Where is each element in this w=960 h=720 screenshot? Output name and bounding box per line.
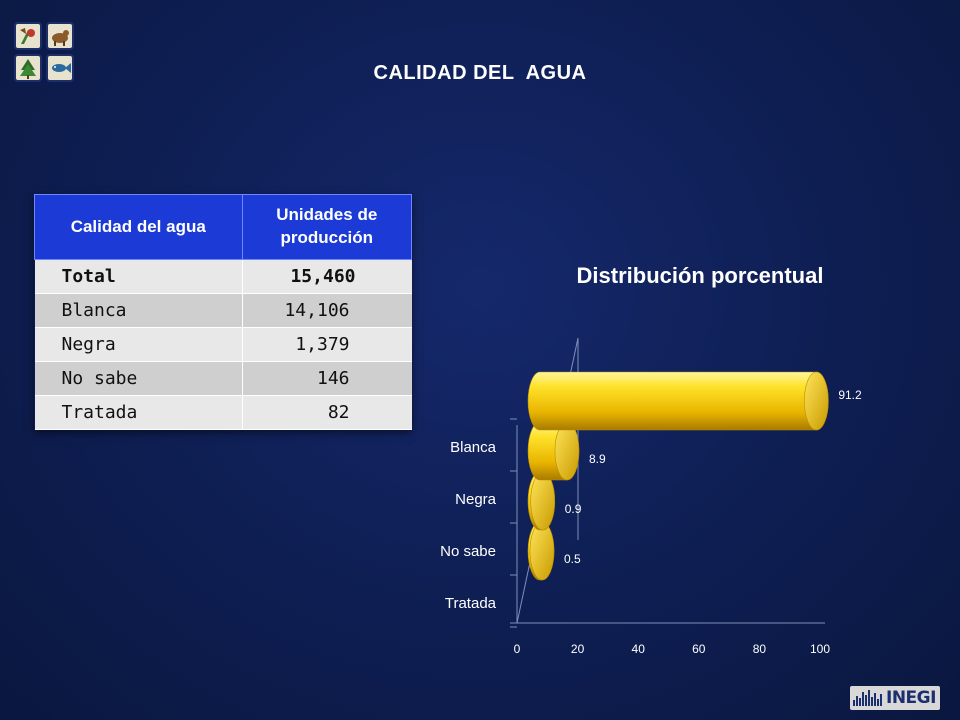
row-label: Negra <box>34 327 243 362</box>
row-value: 15,460 <box>242 259 412 294</box>
category-label: Tratada <box>445 595 497 612</box>
bar-end-cap <box>530 471 556 531</box>
row-label: Tratada <box>34 395 243 430</box>
table-row: No sabe 146 <box>34 361 412 396</box>
table-header-row: Calidad del agua Unidades de producción <box>34 194 412 260</box>
data-label: 0.9 <box>565 502 582 516</box>
data-label: 8.9 <box>589 452 606 466</box>
bar-end-cap <box>529 521 555 581</box>
inegi-bars-icon <box>853 690 883 706</box>
water-quality-table: Calidad del agua Unidades de producción … <box>34 194 412 430</box>
table-header-quality: Calidad del agua <box>34 194 243 260</box>
row-value: 146 <box>242 361 412 396</box>
row-label: No sabe <box>34 361 243 396</box>
inegi-logo-text: INEGI <box>886 688 936 708</box>
bar-end-cap <box>804 371 829 431</box>
category-label: No sabe <box>440 543 496 560</box>
row-label: Total <box>34 259 243 294</box>
bar-tratada <box>527 521 555 581</box>
chart-title: Distribución porcentual <box>576 263 824 288</box>
x-tick-label: 40 <box>632 642 646 656</box>
row-value: 82 <box>242 395 412 430</box>
row-label: Blanca <box>34 293 243 328</box>
logo-icon <box>14 22 78 86</box>
x-tick-label: 20 <box>571 642 585 656</box>
category-label: Blanca <box>450 439 497 456</box>
logo-tile-livestock-icon <box>46 22 74 50</box>
bar-negra <box>527 421 580 481</box>
data-label: 0.5 <box>564 552 581 566</box>
data-label: 91.2 <box>838 388 862 402</box>
table-row: Total 15,460 <box>34 259 412 294</box>
x-tick-label: 60 <box>692 642 706 656</box>
row-value: 1,379 <box>242 327 412 362</box>
category-label: Negra <box>455 491 497 508</box>
x-tick-label: 80 <box>753 642 767 656</box>
table-header-units: Unidades de producción <box>241 194 412 260</box>
inegi-logo: INEGI <box>850 686 940 710</box>
table-row: Negra 1,379 <box>34 327 412 362</box>
logo-tile-crops-icon <box>14 22 42 50</box>
row-value: 14,106 <box>242 293 412 328</box>
bar-blanca <box>527 371 829 431</box>
x-tick-label: 100 <box>810 642 830 656</box>
bar-end-cap <box>554 421 580 481</box>
logo-tile-fish-icon <box>46 54 74 82</box>
bar-no-sabe <box>527 471 556 531</box>
bar-body <box>527 371 829 431</box>
page-title: CALIDAD DEL AGUA <box>373 62 587 84</box>
x-tick-label: 0 <box>514 642 521 656</box>
table-row: Blanca 14,106 <box>34 293 412 328</box>
table-row: Tratada 82 <box>34 395 412 430</box>
logo-tile-forest-icon <box>14 54 42 82</box>
